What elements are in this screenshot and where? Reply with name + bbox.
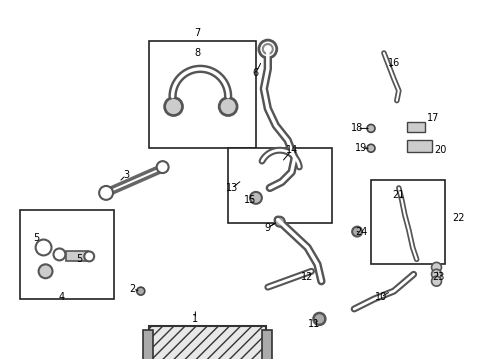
Text: 8: 8 bbox=[195, 48, 200, 58]
Circle shape bbox=[432, 269, 441, 279]
Text: 20: 20 bbox=[434, 145, 447, 155]
Bar bbox=[262, 330, 272, 360]
Circle shape bbox=[84, 251, 94, 261]
Circle shape bbox=[137, 287, 145, 295]
Bar bbox=[143, 330, 153, 360]
Circle shape bbox=[275, 217, 285, 227]
Bar bbox=[407, 140, 432, 152]
Text: 4: 4 bbox=[58, 292, 65, 302]
Circle shape bbox=[432, 262, 441, 272]
Text: 15: 15 bbox=[244, 195, 256, 205]
Text: 18: 18 bbox=[351, 123, 363, 134]
Text: 19: 19 bbox=[355, 143, 367, 153]
Text: 5: 5 bbox=[33, 233, 40, 243]
Text: 13: 13 bbox=[226, 183, 238, 193]
Circle shape bbox=[250, 192, 262, 204]
Bar bbox=[407, 122, 425, 132]
Circle shape bbox=[165, 98, 182, 116]
Text: 3: 3 bbox=[123, 170, 129, 180]
Bar bbox=[149, 41, 256, 148]
Text: 2: 2 bbox=[130, 284, 136, 294]
Bar bbox=[228, 148, 332, 223]
Text: 12: 12 bbox=[301, 272, 314, 282]
Text: 6: 6 bbox=[253, 68, 259, 78]
Text: 23: 23 bbox=[432, 272, 445, 282]
Text: 5: 5 bbox=[76, 255, 82, 264]
Circle shape bbox=[432, 276, 441, 286]
Text: 10: 10 bbox=[375, 292, 387, 302]
Text: 24: 24 bbox=[355, 226, 368, 237]
Circle shape bbox=[36, 239, 51, 255]
Text: 11: 11 bbox=[308, 319, 320, 329]
Circle shape bbox=[367, 144, 375, 152]
Text: 17: 17 bbox=[427, 113, 440, 123]
Text: 21: 21 bbox=[392, 190, 405, 200]
Text: 16: 16 bbox=[388, 58, 400, 68]
Circle shape bbox=[157, 161, 169, 173]
Circle shape bbox=[39, 264, 52, 278]
Text: 9: 9 bbox=[265, 222, 271, 233]
Text: 7: 7 bbox=[194, 28, 200, 38]
Circle shape bbox=[314, 313, 325, 325]
Bar bbox=[371, 180, 445, 264]
Text: 1: 1 bbox=[192, 314, 198, 324]
Circle shape bbox=[99, 186, 113, 200]
Circle shape bbox=[263, 44, 273, 54]
Text: 22: 22 bbox=[452, 213, 465, 223]
Bar bbox=[20, 210, 114, 299]
Bar bbox=[149, 326, 266, 360]
Text: 14: 14 bbox=[286, 145, 298, 155]
Circle shape bbox=[219, 98, 237, 116]
Bar bbox=[66, 251, 88, 261]
Circle shape bbox=[53, 248, 65, 260]
Circle shape bbox=[367, 125, 375, 132]
Circle shape bbox=[352, 227, 362, 237]
Circle shape bbox=[259, 40, 277, 58]
